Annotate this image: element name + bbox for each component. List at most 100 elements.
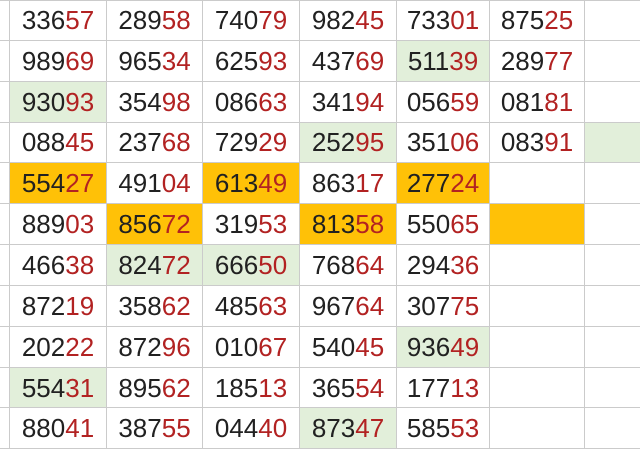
number-red-digits: 98 <box>161 86 191 117</box>
number-dark-digits: 554 <box>21 168 66 199</box>
clipped-left-cell <box>0 40 10 82</box>
number-red-digits: 13 <box>450 372 480 403</box>
number-cell: 965 34 <box>107 40 203 82</box>
number-dark-digits: 895 <box>118 372 162 403</box>
number-dark-digits: 875 <box>500 5 545 36</box>
number-red-digits: 24 <box>450 168 480 199</box>
number-red-digits: 64 <box>355 290 385 321</box>
number-cell: 010 67 <box>203 326 300 368</box>
clipped-left-cell <box>0 204 10 246</box>
number-red-digits: 27 <box>65 168 95 199</box>
empty-cell <box>490 367 585 409</box>
number-red-digits: 17 <box>355 168 385 199</box>
number-dark-digits: 930 <box>21 86 66 117</box>
empty-cell <box>585 81 640 123</box>
clipped-left-cell <box>0 0 10 41</box>
number-cell: 880 41 <box>10 408 107 450</box>
number-cell: 982 45 <box>300 0 397 41</box>
number-dark-digits: 585 <box>406 413 451 444</box>
number-red-digits: 06 <box>450 127 480 158</box>
number-dark-digits: 768 <box>311 249 356 280</box>
empty-cell <box>490 163 585 205</box>
number-dark-digits: 982 <box>311 5 356 36</box>
number-dark-digits: 351 <box>406 127 451 158</box>
number-red-digits: 54 <box>355 372 385 403</box>
number-red-digits: 75 <box>450 290 480 321</box>
number-dark-digits: 666 <box>214 249 259 280</box>
number-red-digits: 49 <box>450 331 480 362</box>
number-red-digits: 93 <box>258 45 288 76</box>
clipped-left-cell <box>0 367 10 409</box>
empty-cell <box>490 245 585 286</box>
number-red-digits: 40 <box>258 413 288 444</box>
number-red-digits: 53 <box>450 413 480 444</box>
number-cell: 863 17 <box>300 163 397 205</box>
number-cell: 856 72 <box>107 204 203 246</box>
number-red-digits: 57 <box>65 5 95 36</box>
number-cell: 365 54 <box>300 367 397 409</box>
number-red-digits: 69 <box>65 45 95 76</box>
number-dark-digits: 277 <box>406 168 451 199</box>
number-red-digits: 93 <box>65 86 95 117</box>
number-dark-digits: 550 <box>406 209 451 240</box>
number-cell: 277 24 <box>397 163 490 205</box>
number-red-digits: 58 <box>355 209 385 240</box>
number-red-digits: 38 <box>65 249 95 280</box>
number-dark-digits: 341 <box>311 86 356 117</box>
number-dark-digits: 387 <box>118 413 162 444</box>
number-cell: 307 75 <box>397 285 490 327</box>
number-cell: 437 69 <box>300 40 397 82</box>
number-dark-digits: 729 <box>214 127 259 158</box>
number-red-digits: 31 <box>65 372 95 403</box>
number-cell: 967 64 <box>300 285 397 327</box>
number-cell: 358 62 <box>107 285 203 327</box>
number-dark-digits: 294 <box>406 249 451 280</box>
number-red-digits: 81 <box>544 86 574 117</box>
number-cell: 044 40 <box>203 408 300 450</box>
empty-cell <box>585 326 640 368</box>
number-cell: 083 91 <box>490 122 585 164</box>
number-dark-digits: 466 <box>21 249 66 280</box>
number-red-digits: 13 <box>258 372 288 403</box>
number-cell: 252 95 <box>300 122 397 164</box>
empty-cell <box>490 204 585 246</box>
number-red-digits: 63 <box>258 290 288 321</box>
number-red-digits: 50 <box>258 249 288 280</box>
number-cell: 289 77 <box>490 40 585 82</box>
number-cell: 354 98 <box>107 81 203 123</box>
number-cell: 081 81 <box>490 81 585 123</box>
number-cell: 336 57 <box>10 0 107 41</box>
number-red-digits: 72 <box>161 209 191 240</box>
number-cell: 729 29 <box>203 122 300 164</box>
number-cell: 936 49 <box>397 326 490 368</box>
number-cell: 740 79 <box>203 0 300 41</box>
number-cell: 088 45 <box>10 122 107 164</box>
number-dark-digits: 485 <box>214 290 259 321</box>
number-dark-digits: 319 <box>214 209 259 240</box>
empty-cell <box>585 122 640 164</box>
number-red-digits: 22 <box>65 331 95 362</box>
number-dark-digits: 044 <box>214 413 259 444</box>
number-cell: 733 01 <box>397 0 490 41</box>
number-dark-digits: 491 <box>118 168 162 199</box>
number-dark-digits: 989 <box>21 45 66 76</box>
number-cell: 485 63 <box>203 285 300 327</box>
empty-cell <box>585 367 640 409</box>
number-dark-digits: 965 <box>118 45 162 76</box>
number-red-digits: 19 <box>65 290 95 321</box>
number-red-digits: 64 <box>355 249 385 280</box>
number-red-digits: 69 <box>355 45 385 76</box>
clipped-left-cell <box>0 326 10 368</box>
number-red-digits: 01 <box>450 5 480 36</box>
number-cell: 387 55 <box>107 408 203 450</box>
number-dark-digits: 010 <box>214 331 259 362</box>
clipped-left-cell <box>0 163 10 205</box>
number-cell: 540 45 <box>300 326 397 368</box>
number-dark-digits: 740 <box>214 5 259 36</box>
number-red-digits: 77 <box>544 45 574 76</box>
clipped-left-cell <box>0 408 10 450</box>
number-dark-digits: 872 <box>21 290 66 321</box>
number-cell: 319 53 <box>203 204 300 246</box>
number-dark-digits: 936 <box>406 331 451 362</box>
number-dark-digits: 354 <box>118 86 162 117</box>
